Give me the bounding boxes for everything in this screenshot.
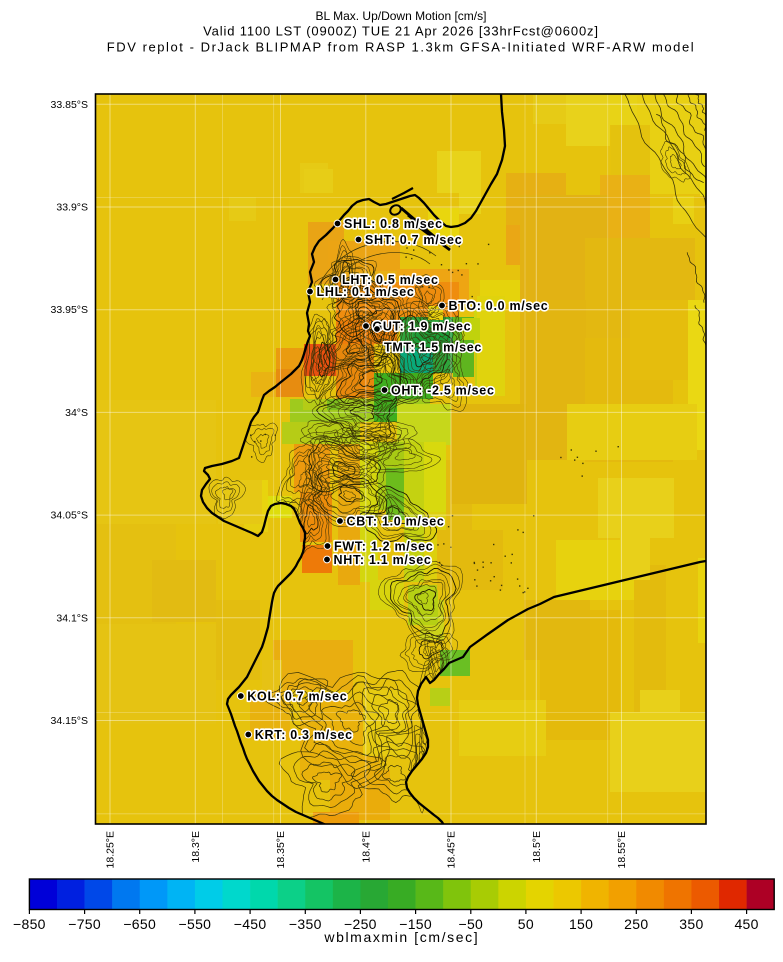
svg-text:18.25°E: 18.25°E: [105, 831, 117, 868]
svg-text:450: 450: [734, 916, 758, 932]
svg-text:−850: −850: [13, 916, 46, 932]
svg-text:TMT: 1.5 m/sec: TMT: 1.5 m/sec: [384, 341, 482, 355]
svg-text:GUT: 1.9 m/sec: GUT: 1.9 m/sec: [373, 320, 472, 334]
svg-text:BL Max. Up/Down Motion [cm/s]: BL Max. Up/Down Motion [cm/s]: [316, 9, 487, 23]
svg-text:18.55°E: 18.55°E: [616, 831, 628, 868]
svg-text:−50: −50: [458, 916, 483, 932]
svg-text:wblmaxmin [cm/sec]: wblmaxmin [cm/sec]: [323, 929, 479, 945]
svg-text:SHT: 0.7 m/sec: SHT: 0.7 m/sec: [365, 233, 462, 247]
svg-text:OHT: -2.5 m/sec: OHT: -2.5 m/sec: [391, 384, 495, 398]
svg-text:CBT: 1.0 m/sec: CBT: 1.0 m/sec: [347, 515, 445, 529]
svg-text:−550: −550: [179, 916, 212, 932]
svg-text:18.4°E: 18.4°E: [360, 831, 372, 863]
svg-text:NHT: 1.1 m/sec: NHT: 1.1 m/sec: [334, 553, 432, 567]
svg-text:SHL: 0.8 m/sec: SHL: 0.8 m/sec: [344, 217, 443, 231]
svg-text:LHT: 0.5 m/sec: LHT: 0.5 m/sec: [342, 273, 439, 287]
svg-text:34.15°S: 34.15°S: [51, 715, 88, 727]
svg-text:−650: −650: [123, 916, 156, 932]
svg-text:18.35°E: 18.35°E: [275, 831, 287, 868]
svg-text:34°S: 34°S: [65, 407, 88, 419]
svg-text:33.95°S: 33.95°S: [51, 304, 88, 316]
svg-text:−450: −450: [234, 916, 267, 932]
svg-text:50: 50: [518, 916, 534, 932]
svg-text:33.9°S: 33.9°S: [56, 202, 88, 214]
svg-text:18.3°E: 18.3°E: [190, 831, 202, 863]
svg-text:18.45°E: 18.45°E: [446, 831, 458, 868]
svg-text:FWT: 1.2 m/sec: FWT: 1.2 m/sec: [334, 540, 433, 554]
svg-text:FDV replot - DrJack BLIPMAP fr: FDV replot - DrJack BLIPMAP from RASP 1.…: [107, 39, 695, 54]
svg-text:−750: −750: [68, 916, 101, 932]
svg-text:Valid 1100 LST (0900Z) TUE 21: Valid 1100 LST (0900Z) TUE 21 Apr 2026 […: [203, 24, 599, 39]
svg-text:33.85°S: 33.85°S: [51, 99, 88, 111]
svg-text:18.5°E: 18.5°E: [531, 831, 543, 863]
svg-text:−250: −250: [344, 916, 377, 932]
svg-text:−150: −150: [399, 916, 432, 932]
svg-text:34.1°S: 34.1°S: [56, 612, 88, 624]
svg-text:LHL: 0.1 m/sec: LHL: 0.1 m/sec: [317, 285, 415, 299]
svg-text:−350: −350: [289, 916, 322, 932]
svg-text:150: 150: [569, 916, 593, 932]
svg-text:KOL: 0.7 m/sec: KOL: 0.7 m/sec: [247, 690, 347, 704]
svg-text:350: 350: [679, 916, 703, 932]
svg-text:34.05°S: 34.05°S: [51, 510, 88, 522]
svg-text:250: 250: [624, 916, 648, 932]
svg-text:BTO: 0.0 m/sec: BTO: 0.0 m/sec: [449, 299, 549, 313]
svg-text:KRT: 0.3 m/sec: KRT: 0.3 m/sec: [255, 728, 353, 742]
